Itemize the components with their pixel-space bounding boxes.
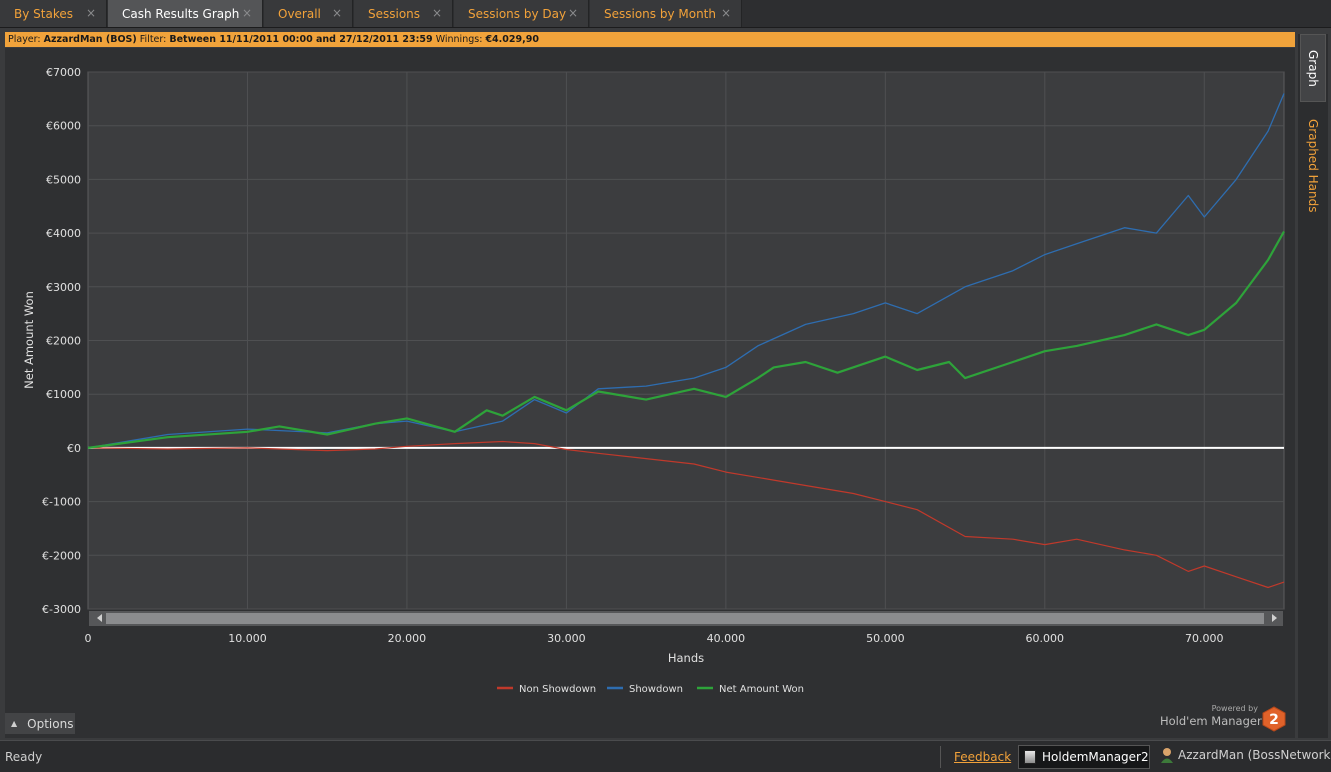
side-tab-graph[interactable]: Graph [1300, 34, 1326, 102]
user-avatar-icon [1161, 748, 1173, 763]
close-icon[interactable]: × [567, 6, 578, 20]
side-panel: Graph Graphed Hands [1298, 34, 1328, 738]
tab-label: Cash Results Graph [122, 6, 240, 21]
x-tick-label: 30.000 [547, 632, 586, 645]
y-tick-label: €6000 [46, 120, 81, 133]
y-tick-label: €2000 [46, 335, 81, 348]
user-info[interactable]: AzzardMan (BossNetwork) [1160, 747, 1331, 763]
status-bar: Ready Feedback HoldemManager2 AzzardMan … [0, 740, 1331, 772]
grid [88, 71, 1284, 610]
player-value: AzzardMan (BOS) [43, 34, 137, 45]
results-chart: €7000 €6000 €5000 €4000 €3000 €2000 €1000 €0 €-1… [22, 66, 1285, 695]
tab-label: Sessions [368, 6, 421, 21]
filter-label: Filter: [139, 34, 167, 45]
filter-info-bar: Player: AzzardMan (BOS) Filter: Between … [5, 32, 1295, 47]
y-ticks: €7000 €6000 €5000 €4000 €3000 €2000 €1000 €0 €-1… [42, 66, 81, 616]
x-tick-label: 40.000 [707, 632, 746, 645]
player-label: Player: [8, 34, 41, 45]
close-icon[interactable]: × [720, 6, 731, 20]
tab-sessions-by-month[interactable]: Sessions by Month × [590, 0, 742, 27]
powered-by-logo: Powered by Hold'em Manager 2 [1160, 704, 1290, 734]
legend-label: Non Showdown [519, 684, 596, 695]
tab-overall[interactable]: Overall × [264, 0, 353, 27]
user-label: AzzardMan (BossNetwork) [1178, 748, 1331, 762]
close-icon[interactable]: × [85, 6, 96, 20]
y-tick-label: €1000 [46, 388, 81, 401]
legend-label: Showdown [629, 684, 683, 695]
close-icon[interactable]: × [241, 6, 252, 20]
x-tick-label: 20.000 [388, 632, 427, 645]
y-tick-label: €-1000 [42, 496, 81, 509]
tab-label: Overall [278, 6, 321, 21]
tab-bar: By Stakes × Cash Results Graph × Overall… [0, 0, 1331, 28]
series-line-2 [87, 230, 1285, 449]
status-ready: Ready [5, 750, 43, 764]
horizontal-scrollbar[interactable] [89, 611, 1283, 626]
side-tab-graphed-hands-label: Graphed Hands [1306, 119, 1320, 213]
side-tab-graphed-hands[interactable]: Graphed Hands [1300, 106, 1326, 226]
series [87, 93, 1285, 589]
product-name: Hold'em Manager [1160, 714, 1262, 728]
app-label: HoldemManager2 [1042, 750, 1149, 764]
tab-cash-results-graph[interactable]: Cash Results Graph × [108, 0, 263, 27]
tab-label: Sessions by Day [468, 6, 567, 21]
series-line-0 [87, 440, 1285, 589]
x-ticks: 0 10.000 20.000 30.000 40.000 50.000 60.000 70.… [85, 632, 1224, 645]
y-tick-label: €5000 [46, 173, 81, 186]
tab-sessions[interactable]: Sessions × [354, 0, 453, 27]
feedback-link[interactable]: Feedback [954, 750, 1012, 764]
logo-badge-text: 2 [1269, 712, 1279, 728]
close-icon[interactable]: × [431, 6, 442, 20]
x-tick-label: 60.000 [1026, 632, 1065, 645]
x-tick-label: 10.000 [228, 632, 267, 645]
caret-up-icon: ▲ [11, 719, 18, 728]
x-tick-label: 70.000 [1185, 632, 1224, 645]
tab-sessions-by-day[interactable]: Sessions by Day × [454, 0, 589, 27]
side-tab-graph-label: Graph [1306, 49, 1320, 87]
arrow-left-icon[interactable] [97, 614, 102, 622]
options-label: Options [27, 716, 74, 731]
y-tick-label: €7000 [46, 66, 81, 79]
winnings-label: Winnings: [435, 34, 483, 45]
x-tick-label: 50.000 [866, 632, 905, 645]
tab-label: By Stakes [14, 6, 73, 21]
app-icon [1024, 750, 1036, 764]
tab-label: Sessions by Month [604, 6, 716, 21]
legend: Non Showdown Showdown Net Amount Won [497, 684, 804, 695]
series-line-1 [87, 93, 1285, 449]
options-button[interactable]: ▲ Options [5, 713, 75, 734]
y-tick-label: €-2000 [42, 549, 81, 562]
scrollbar-thumb[interactable] [106, 613, 1264, 624]
y-tick-label: €4000 [46, 227, 81, 240]
powered-by-text: Powered by [1211, 704, 1258, 713]
tab-by-stakes[interactable]: By Stakes × [0, 0, 107, 27]
winnings-value: €4.029,90 [485, 34, 539, 45]
y-axis-label: Net Amount Won [22, 291, 36, 389]
divider [940, 746, 941, 768]
y-tick-label: €0 [67, 442, 81, 455]
close-icon[interactable]: × [331, 6, 342, 20]
graph-panel: €7000 €6000 €5000 €4000 €3000 €2000 €1000 €0 €-1… [5, 48, 1295, 738]
x-tick-label: 0 [85, 632, 92, 645]
filter-value: Between 11/11/2011 00:00 and 27/12/2011 … [169, 34, 433, 45]
hm2-logo-icon: 2 [1262, 706, 1286, 732]
y-tick-label: €-3000 [42, 603, 81, 616]
legend-label: Net Amount Won [719, 684, 804, 695]
arrow-right-icon[interactable] [1272, 614, 1277, 622]
app-button[interactable]: HoldemManager2 [1018, 745, 1150, 769]
y-tick-label: €3000 [46, 281, 81, 294]
x-axis-label: Hands [668, 651, 704, 665]
